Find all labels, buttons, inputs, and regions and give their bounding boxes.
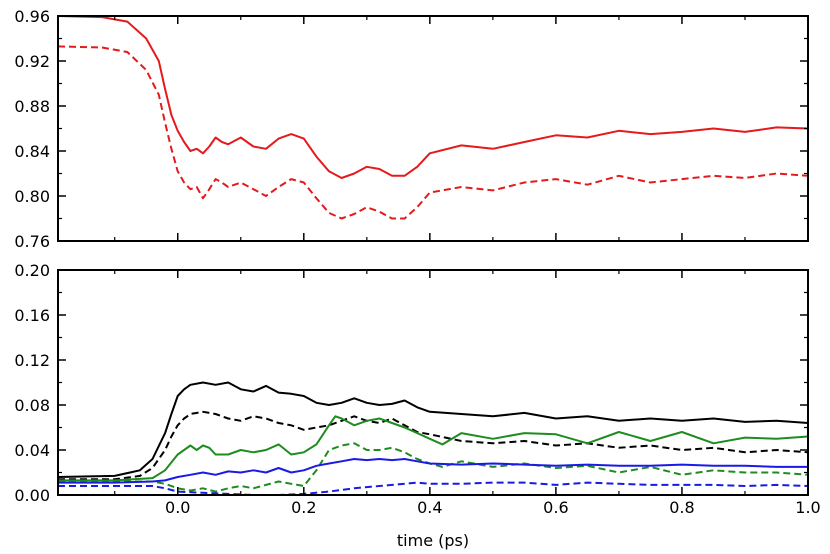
x-tick-label: 0.8 (669, 498, 694, 517)
plot-frame (57, 269, 809, 496)
y-tick-label: 0.16 (14, 306, 50, 325)
y-tick-label: 0.04 (14, 441, 50, 460)
bottom-panel: 0.00 0.04 0.08 0.12 0.16 0.20 0.0 0.2 0.4 0.6 0.8 1… (14, 261, 820, 517)
y-tick-label: 0.12 (14, 351, 50, 370)
series-line-0 (57, 381, 809, 478)
y-tick-label: 0.88 (14, 97, 50, 116)
series-line-1 (57, 45, 809, 220)
y-tick-label: 0.08 (14, 396, 50, 415)
y-tick-label: 0.84 (14, 142, 50, 161)
y-tick-label: 0.20 (14, 261, 50, 280)
top-panel: 0.76 0.80 0.84 0.88 0.92 0.96 (14, 7, 809, 251)
series-line-2 (58, 415, 809, 482)
series-line-0 (57, 15, 809, 179)
x-axis-label: time (ps) (397, 531, 469, 550)
series-line-1 (58, 410, 809, 481)
x-tick-label: 0.2 (291, 498, 316, 517)
plot-frame (57, 15, 809, 242)
x-tick-label: 1.0 (795, 498, 820, 517)
x-tick-label: 0.6 (543, 498, 568, 517)
y-tick-label: 0.00 (14, 486, 50, 505)
series-line-4 (58, 458, 808, 484)
x-tick-label: 0.4 (417, 498, 442, 517)
y-tick-label: 0.80 (14, 187, 50, 206)
y-tick-label: 0.76 (14, 232, 50, 251)
x-tick-label: 0.0 (165, 498, 190, 517)
y-tick-label: 0.92 (14, 52, 50, 71)
series-line-5 (58, 481, 809, 496)
y-tick-label: 0.96 (14, 7, 50, 26)
series-line-3 (58, 442, 809, 493)
